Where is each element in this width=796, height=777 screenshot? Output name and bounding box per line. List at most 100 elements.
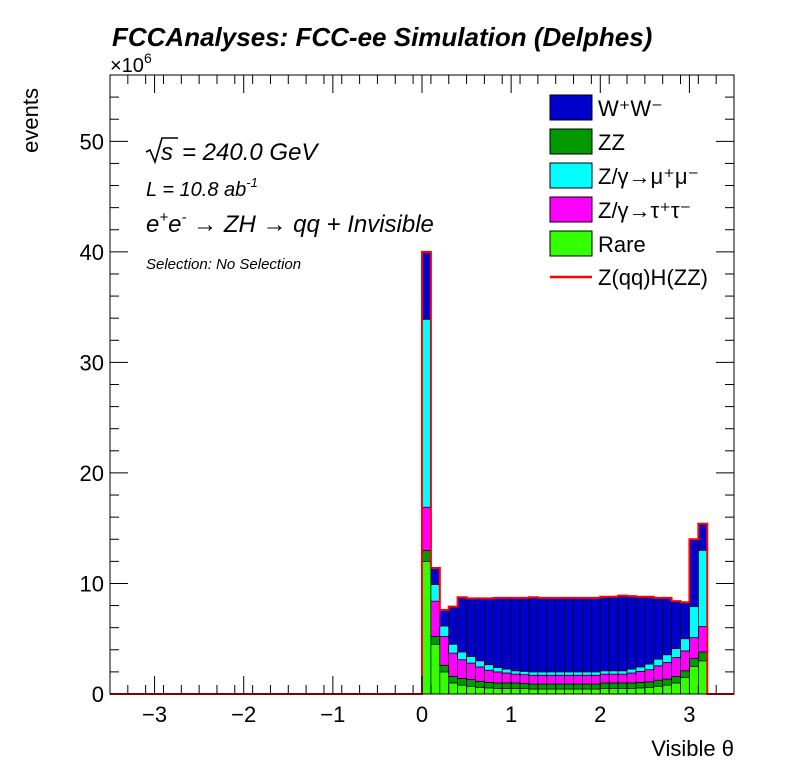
bar-4-30 [689, 538, 699, 608]
bar-1-8 [492, 682, 503, 689]
bar-1-20 [599, 682, 610, 689]
legend-label-1: ZZ [598, 130, 625, 155]
bar-1-7 [484, 682, 494, 689]
bar-2-22 [617, 673, 628, 684]
sqrt-s-root: s [161, 139, 173, 166]
bar-4-28 [671, 600, 681, 650]
bar-1-26 [653, 679, 664, 687]
legend-swatch-1 [549, 128, 593, 155]
x-tick-label-3: 0 [416, 702, 428, 727]
y-multiplier-base: ×10 [110, 55, 144, 77]
y-axis-multiplier: ×106 [110, 50, 152, 77]
bar-1-15 [555, 683, 565, 690]
bar-3-6 [475, 660, 485, 668]
bar-2-18 [582, 674, 592, 685]
luminosity-text: L = 10.8 ab-1 [146, 175, 258, 201]
bar-1-1 [430, 636, 441, 645]
signal-line-group [110, 250, 734, 695]
bar-2-10 [510, 673, 521, 684]
bar-4-17 [573, 597, 583, 673]
bar-1-5 [466, 679, 476, 687]
bar-2-17 [573, 674, 583, 685]
bar-0-2 [439, 671, 450, 695]
bar-1-14 [546, 683, 557, 690]
bar-2-12 [528, 674, 539, 685]
luminosity-main: L = 10.8 ab [146, 179, 246, 201]
bar-1-27 [662, 678, 672, 686]
bar-3-26 [653, 658, 664, 667]
bar-3-20 [599, 670, 610, 675]
legend-swatch-3 [549, 196, 593, 223]
bar-2-1 [430, 600, 441, 637]
bar-2-14 [546, 674, 557, 685]
bar-2-30 [689, 637, 699, 659]
bar-4-10 [510, 597, 521, 672]
bar-0-15 [555, 688, 565, 695]
bar-1-4 [457, 678, 467, 686]
bar-2-11 [519, 674, 530, 684]
bar-4-16 [564, 597, 574, 673]
bar-4-11 [519, 597, 530, 672]
x-tick-labels: −3 −2 −1 0 1 2 3 [142, 702, 696, 727]
bar-2-6 [475, 666, 485, 682]
sqrt-s-value: = 240.0 GeV [182, 139, 319, 166]
bar-0-30 [689, 666, 699, 695]
bar-3-23 [626, 668, 637, 674]
bar-3-12 [528, 671, 539, 676]
bar-0-11 [519, 688, 530, 695]
bar-1-24 [635, 682, 646, 689]
bar-0-13 [537, 688, 548, 695]
bar-3-10 [510, 670, 521, 675]
legend-label-signal: Z(qq)H(ZZ) [598, 265, 708, 290]
bar-2-26 [653, 665, 664, 681]
bar-2-15 [555, 674, 565, 685]
bar-2-21 [608, 673, 619, 684]
y-tick-label-2: 20 [80, 461, 104, 486]
y-tick-label-3: 30 [80, 350, 104, 375]
annotations: s = 240.0 GeV L = 10.8 ab-1 e+e- → ZH → … [145, 137, 434, 273]
legend-swatch-4 [549, 230, 593, 257]
bar-0-16 [564, 688, 574, 695]
bar-3-16 [564, 671, 574, 676]
selection-text: Selection: No Selection [146, 256, 301, 273]
bar-1-10 [510, 682, 521, 689]
bar-0-3 [448, 682, 459, 695]
bar-4-27 [662, 597, 672, 656]
bar-1-13 [537, 683, 548, 690]
bar-2-4 [457, 659, 467, 679]
bar-0-23 [626, 688, 637, 695]
legend-label-2: Z/γ→μ⁺μ⁻ [598, 164, 699, 189]
x-tick-label-5: 2 [594, 702, 606, 727]
bar-1-18 [582, 683, 592, 690]
bar-0-26 [653, 685, 664, 695]
bar-0-14 [546, 688, 557, 695]
bar-3-31 [697, 549, 708, 627]
bar-1-29 [680, 670, 690, 678]
bar-0-8 [492, 688, 503, 695]
bar-3-11 [519, 670, 530, 676]
bar-1-19 [591, 683, 601, 690]
bar-4-0 [421, 251, 432, 320]
process-text: e+e- → ZH → qq + Invisible [146, 209, 434, 238]
bar-4-5 [466, 598, 476, 657]
bar-4-21 [608, 596, 619, 672]
bar-1-28 [671, 675, 681, 684]
process-e1: e [146, 211, 159, 238]
signal-line [110, 250, 734, 695]
bar-3-14 [546, 671, 557, 676]
bar-3-22 [617, 670, 628, 675]
bar-2-16 [564, 674, 574, 685]
bar-0-0 [421, 561, 432, 695]
legend-label-4: Rare [598, 232, 646, 257]
bar-4-2 [439, 609, 450, 627]
y-tick-labels: 0 10 20 30 40 50 [80, 129, 104, 707]
bar-0-29 [680, 677, 690, 695]
bar-0-6 [475, 687, 485, 695]
bar-4-24 [635, 596, 646, 668]
bar-2-3 [448, 652, 459, 677]
bar-3-17 [573, 671, 583, 676]
bar-3-8 [492, 667, 503, 673]
axis-ticks [109, 74, 735, 695]
